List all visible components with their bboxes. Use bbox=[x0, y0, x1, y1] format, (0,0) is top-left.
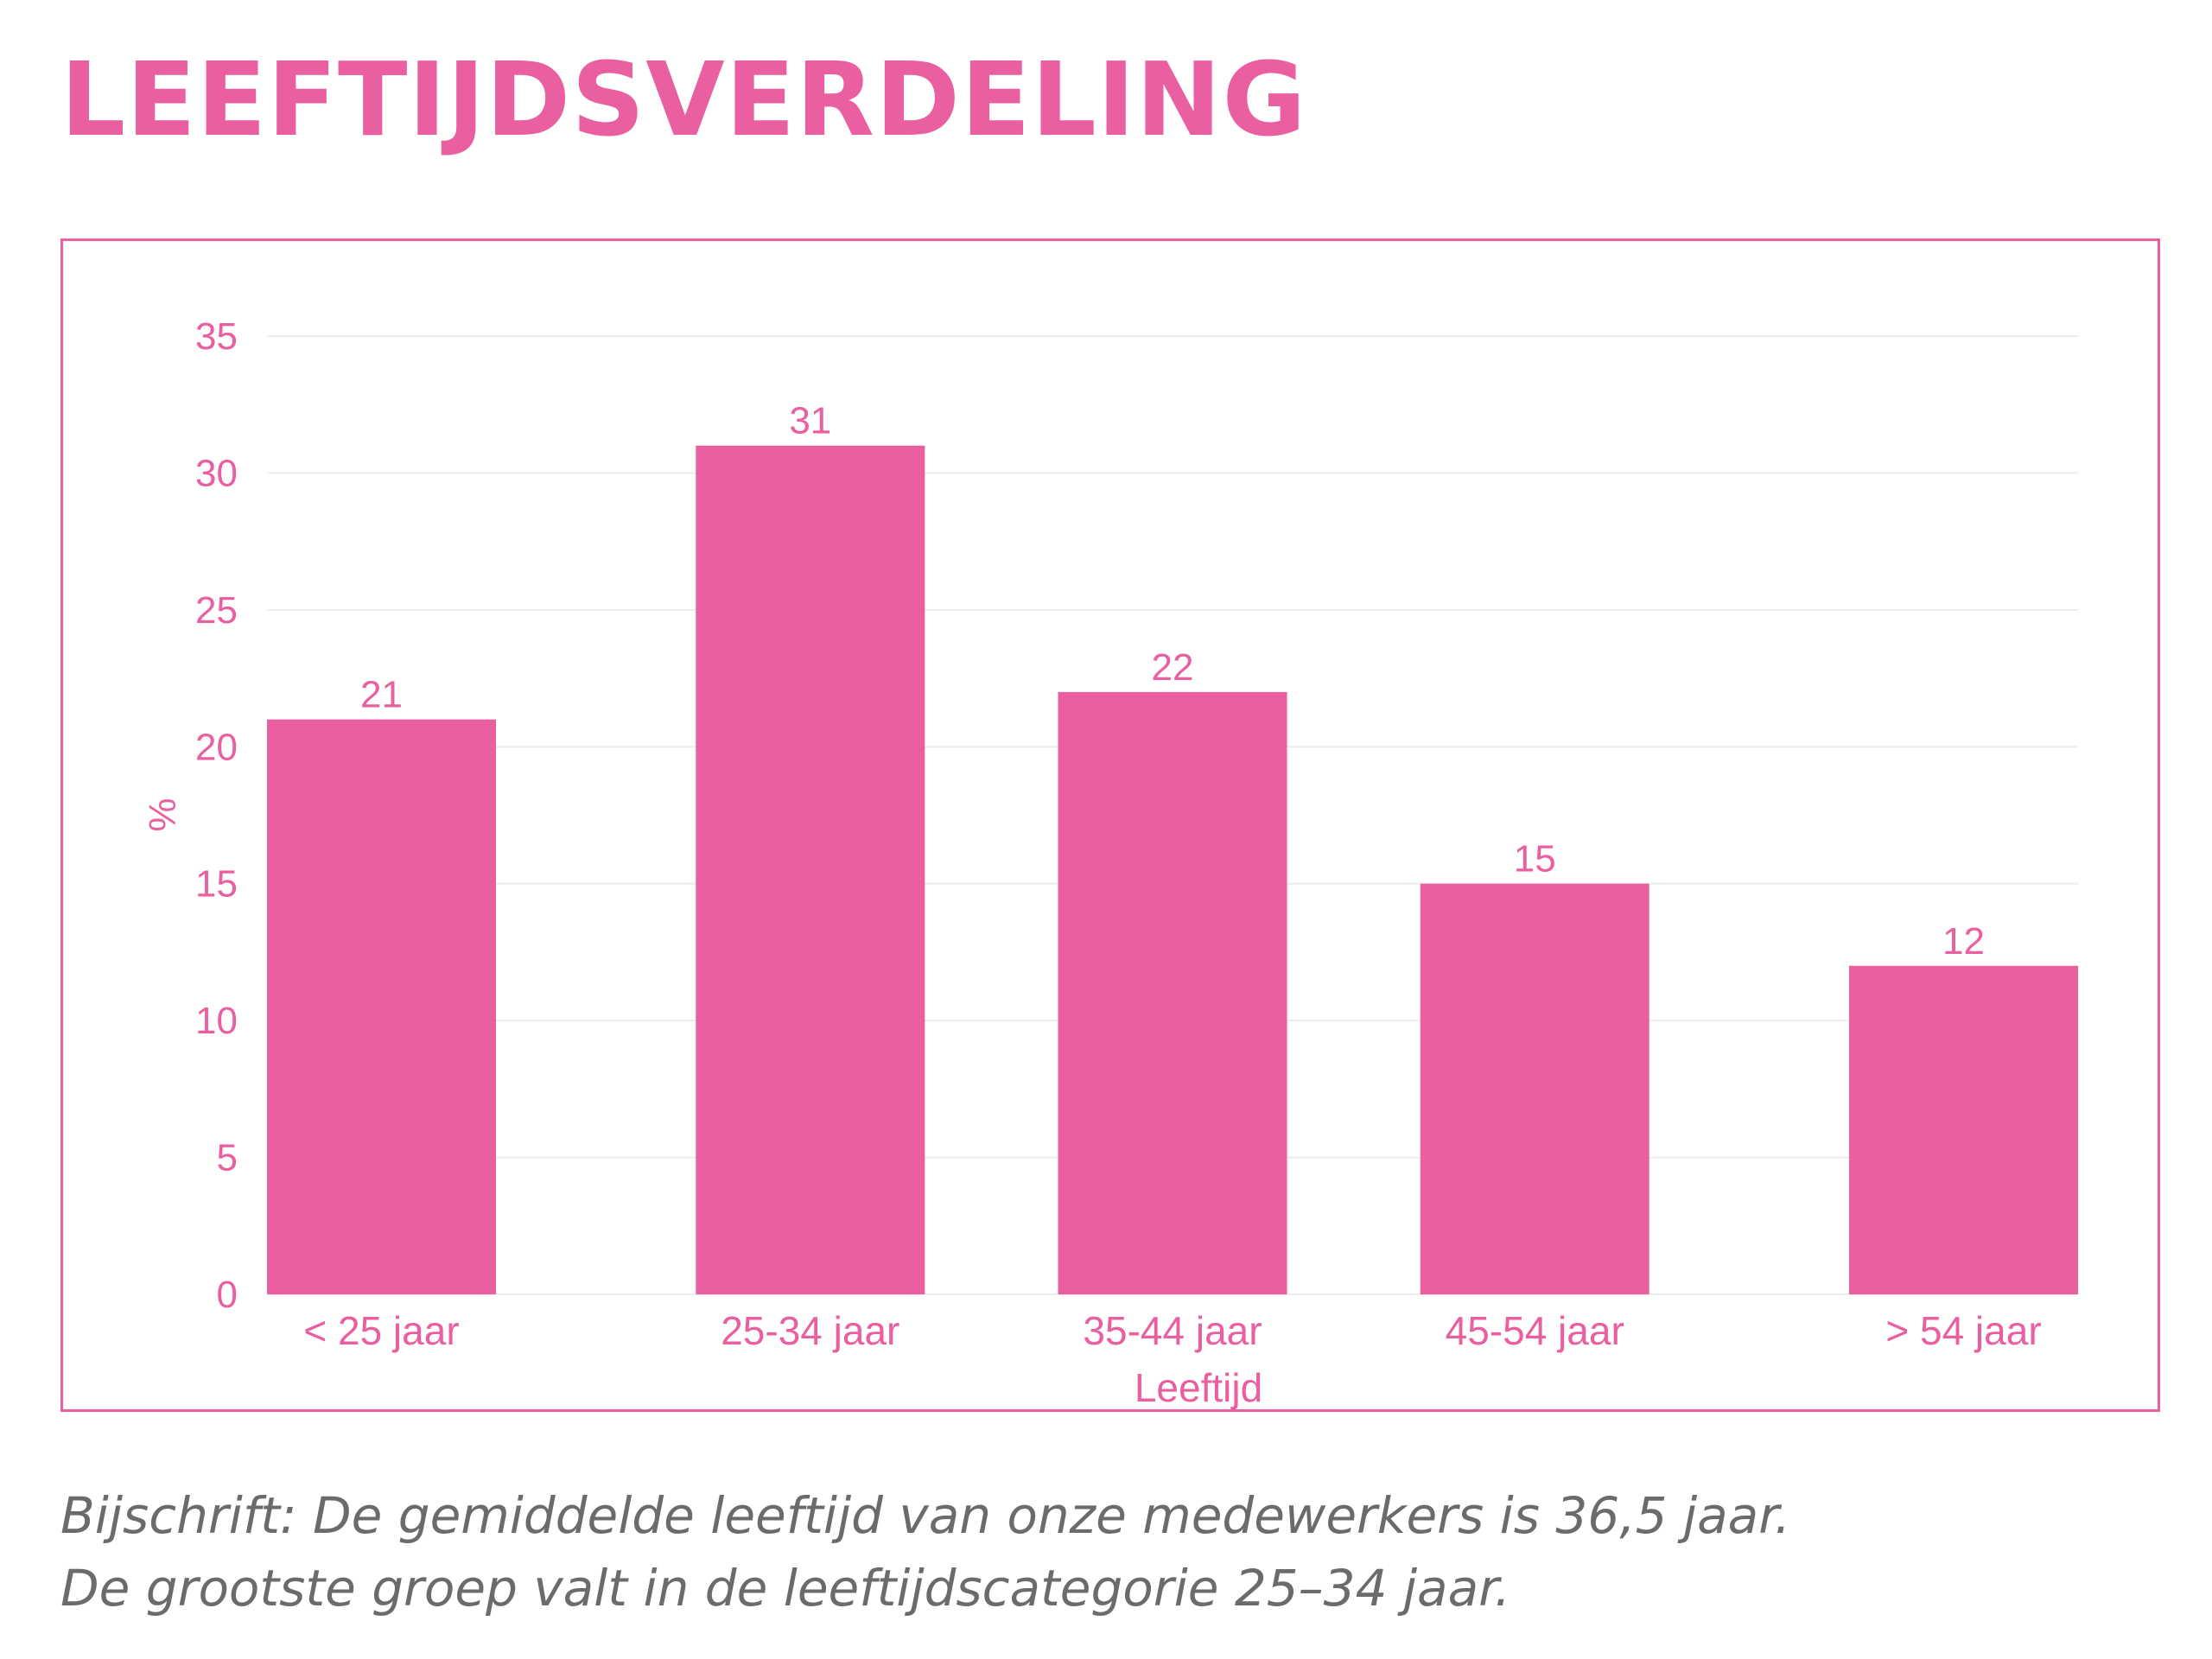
bar bbox=[1058, 691, 1287, 1294]
data-labels: 21 31 22 15 12 bbox=[360, 400, 1985, 963]
data-label: 15 bbox=[1514, 838, 1556, 880]
bars bbox=[267, 445, 2078, 1294]
bar bbox=[1420, 883, 1649, 1294]
x-tick-label: > 54 jaar bbox=[1885, 1308, 2041, 1353]
bar-chart: 0 5 10 15 20 25 30 35 21 31 22 15 12 < 25 jaar 25-34… bbox=[141, 315, 2078, 1409]
y-tick-label: 15 bbox=[195, 863, 238, 906]
caption: Bijschrift: De gemiddelde leeftijd van o… bbox=[60, 1479, 2152, 1624]
y-tick-label: 10 bbox=[195, 1000, 238, 1042]
x-axis-ticks: < 25 jaar 25-34 jaar 35-44 jaar 45-54 jaar >… bbox=[303, 1308, 2041, 1353]
y-tick-label: 30 bbox=[195, 452, 238, 494]
bar bbox=[267, 719, 496, 1294]
x-tick-label: < 25 jaar bbox=[303, 1308, 459, 1353]
caption-line-1: Bijschrift: De gemiddelde leeftijd van o… bbox=[60, 1486, 1791, 1545]
x-tick-label: 45-54 jaar bbox=[1446, 1308, 1624, 1353]
x-axis-title: Leeftijd bbox=[1135, 1365, 1262, 1409]
y-tick-label: 25 bbox=[195, 589, 238, 632]
y-axis-title: % bbox=[141, 798, 183, 831]
data-label: 21 bbox=[360, 674, 403, 716]
caption-line-2: De grootste groep valt in de leeftijdsca… bbox=[60, 1559, 1511, 1618]
y-axis-ticks: 0 5 10 15 20 25 30 35 bbox=[195, 315, 238, 1316]
page-title: LEEFTIJDSVERDELING bbox=[60, 40, 1307, 159]
bar bbox=[696, 445, 925, 1294]
y-tick-label: 35 bbox=[195, 315, 238, 358]
y-tick-label: 0 bbox=[217, 1274, 238, 1316]
data-label: 22 bbox=[1152, 646, 1194, 689]
x-tick-label: 35-44 jaar bbox=[1083, 1308, 1262, 1353]
x-tick-label: 25-34 jaar bbox=[721, 1308, 899, 1353]
chart-frame: 0 5 10 15 20 25 30 35 21 31 22 15 12 < 25 jaar 25-34… bbox=[60, 238, 2160, 1412]
data-label: 12 bbox=[1942, 920, 1985, 963]
y-tick-label: 20 bbox=[195, 726, 238, 768]
y-tick-label: 5 bbox=[217, 1137, 238, 1179]
bar bbox=[1849, 965, 2078, 1294]
data-label: 31 bbox=[789, 400, 831, 442]
